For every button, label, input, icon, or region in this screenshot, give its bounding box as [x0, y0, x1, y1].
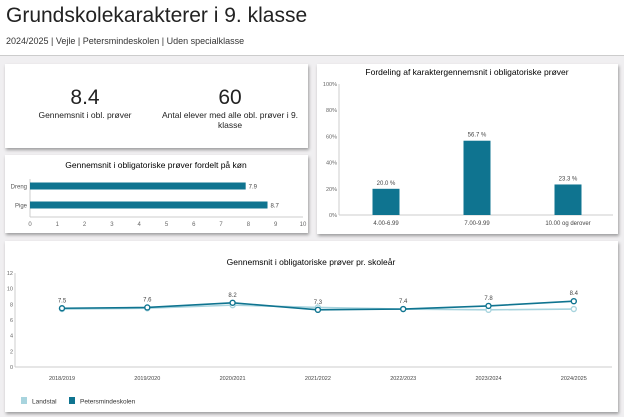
x-tick-label: 0	[28, 222, 32, 228]
page-subtitle: 2024/2025 | Vejle | Petersmindeskolen | …	[6, 36, 245, 46]
category-label: 10.00 og derover	[545, 221, 590, 227]
data-label: 8.7	[271, 204, 280, 210]
kpi-average: 8.4 Gennemsnit i obl. prøver	[15, 86, 155, 120]
legend-label: Landstal	[32, 399, 57, 406]
y-tick-label: 4	[10, 334, 13, 340]
y-tick-label: 2	[10, 349, 13, 355]
page-header: Grundskolekarakterer i 9. klasse 2024/20…	[0, 0, 624, 56]
y-tick-label: 100%	[323, 82, 337, 88]
y-tick-label: 0	[10, 365, 13, 371]
x-tick-label: 8	[247, 222, 251, 228]
kpi-value: 60	[218, 86, 242, 109]
gender-chart-card: Gennemsnit i obligatoriske prøver fordel…	[5, 155, 308, 233]
bar	[463, 140, 491, 215]
bar	[30, 201, 268, 209]
kpi-label: Gennemsnit i obl. prøver	[38, 110, 132, 120]
data-point	[400, 305, 407, 313]
data-label: 56.7 %	[468, 133, 487, 139]
x-tick-label: 9	[274, 222, 278, 228]
legend-swatch	[21, 397, 27, 404]
data-label: 7.8	[484, 296, 493, 302]
data-label: 7.4	[399, 299, 408, 305]
y-tick-label: 80%	[326, 108, 337, 114]
bar	[372, 188, 400, 215]
category-label: Pige	[15, 204, 28, 210]
data-label: 7.6	[143, 297, 152, 303]
legend-swatch	[69, 397, 75, 404]
data-point	[485, 302, 492, 310]
data-point	[144, 304, 151, 311]
kpi-value: 8.4	[70, 86, 100, 109]
kpi-students: 60 Antal elever med alle obl. prøver i 9…	[160, 86, 300, 130]
legend-label: Petersmindeskolen	[80, 399, 136, 406]
x-tick-label: 6	[192, 222, 196, 228]
gender-bar-chart: Gennemsnit i obligatoriske prøver fordel…	[11, 160, 307, 228]
x-tick-label: 2023/2024	[476, 376, 502, 382]
x-tick-label: 2021/2022	[305, 376, 331, 382]
y-tick-label: 0%	[329, 213, 337, 219]
x-tick-label: 10	[300, 222, 307, 228]
x-tick-label: 2018/2019	[49, 376, 75, 382]
x-tick-label: 3	[110, 222, 114, 228]
data-label: 7.9	[249, 185, 258, 191]
data-point	[570, 298, 577, 305]
y-tick-label: 12	[7, 271, 13, 277]
x-tick-label: 5	[165, 222, 169, 228]
kpi-label: Antal elever med alle obl. prøver i 9. k…	[161, 110, 299, 130]
category-label: Dreng	[11, 185, 27, 191]
chart-title: Gennemsnit i obligatoriske prøver fordel…	[65, 160, 247, 170]
y-tick-label: 10	[7, 287, 13, 293]
x-tick-label: 2022/2023	[390, 376, 416, 382]
category-label: 7.00-9.99	[464, 221, 490, 227]
x-tick-label: 2024/2025	[561, 376, 587, 382]
trend-line-chart: Gennemsnit i obligatoriske prøver pr. sk…	[7, 257, 612, 406]
data-point	[58, 305, 66, 312]
x-tick-label: 2	[83, 222, 87, 228]
bar	[30, 182, 246, 190]
chart-title: Fordeling af karaktergennemsnit i obliga…	[365, 67, 568, 77]
data-label: 23.3 %	[559, 176, 578, 182]
data-label: 7.3	[314, 300, 323, 306]
distribution-bar-chart: Fordeling af karaktergennemsnit i obliga…	[323, 67, 613, 227]
x-tick-label: 2019/2020	[134, 376, 160, 382]
y-tick-label: 40%	[326, 161, 337, 167]
chart-title: Gennemsnit i obligatoriske prøver pr. sk…	[227, 257, 396, 267]
y-tick-label: 6	[10, 318, 13, 324]
data-label: 8.2	[228, 293, 237, 299]
data-point	[314, 306, 322, 314]
data-label: 7.5	[58, 298, 67, 304]
x-tick-label: 1	[56, 222, 60, 228]
data-label: 20.0 %	[377, 181, 396, 187]
kpi-card: 8.4 Gennemsnit i obl. prøver 60 Antal el…	[5, 64, 308, 148]
page-title: Grundskolekarakterer i 9. klasse	[6, 4, 308, 27]
y-tick-label: 8	[10, 302, 13, 308]
trend-chart-card: Gennemsnit i obligatoriske prøver pr. sk…	[5, 241, 618, 412]
y-tick-label: 20%	[326, 187, 337, 193]
category-label: 4.00-6.99	[373, 221, 399, 227]
data-point	[229, 299, 236, 306]
x-tick-label: 7	[219, 222, 223, 228]
x-tick-label: 2020/2021	[220, 376, 246, 382]
distribution-chart-card: Fordeling af karaktergennemsnit i obliga…	[317, 64, 618, 234]
bar	[554, 184, 582, 215]
data-label: 8.4	[570, 291, 579, 297]
data-point	[570, 305, 577, 313]
x-tick-label: 4	[138, 222, 142, 228]
y-tick-label: 60%	[326, 134, 337, 140]
